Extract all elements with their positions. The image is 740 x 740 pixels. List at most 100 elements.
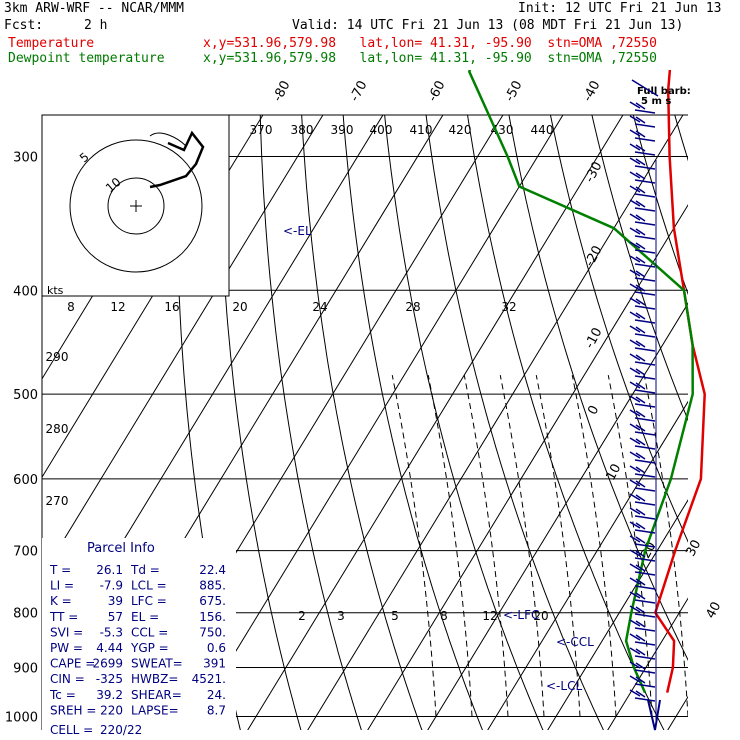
isotherm-line — [367, 204, 688, 730]
wind-barb-unit: 5 m s — [641, 96, 671, 107]
hodo-tick-label: 20 — [232, 300, 247, 314]
pressure-label: 700 — [13, 545, 38, 560]
wind-barb — [629, 563, 656, 576]
hodo-tick-label: 16 — [164, 300, 179, 314]
parcel-row-label: Td = — [130, 563, 160, 577]
pressure-label: 600 — [13, 473, 38, 488]
parcel-info: Parcel Info T = 26.1 Td = 22.4 LI = -7.9 LCL = 8… — [42, 538, 236, 737]
parcel-row-label: TT = — [49, 610, 78, 624]
theta-label: 400 — [370, 123, 393, 137]
wind-barb — [629, 325, 656, 338]
isotherm-label: -30 — [582, 159, 605, 185]
parcel-row-value: 156. — [199, 610, 226, 624]
hodo-tick-label: 28 — [405, 300, 420, 314]
wind-barb — [629, 647, 656, 660]
parcel-row-value: 4521. — [192, 672, 226, 686]
wind-barb — [629, 675, 656, 688]
wind-barb — [629, 507, 656, 520]
wind-barb — [629, 213, 656, 226]
temperature-line — [654, 70, 706, 693]
isotherm-line — [427, 302, 688, 730]
theta-label: 270 — [46, 494, 69, 508]
lcl-annotation: <-LCL — [546, 679, 582, 693]
parcel-row-value: 39 — [108, 594, 123, 608]
isotherm-line — [487, 400, 688, 730]
wind-barb — [629, 423, 656, 436]
parcel-row-label: CCL = — [131, 625, 168, 639]
fcst-label: Fcst: — [4, 18, 44, 33]
parcel-row-value: 39.2 — [96, 688, 123, 702]
mixing-ratio-label: 8 — [440, 609, 448, 623]
isotherm-line — [42, 115, 264, 479]
moist-adiabats — [391, 375, 688, 717]
wind-barb — [629, 101, 656, 114]
mixing-ratio-label: 2 — [298, 609, 306, 623]
mixing-ratio-label: 20 — [533, 609, 548, 623]
moist-adiabat-line — [499, 375, 545, 717]
wind-barb — [629, 479, 656, 492]
parcel-row-label: CAPE = — [50, 657, 95, 671]
parcel-row-label: SHEAR= — [131, 688, 182, 702]
wind-barb — [629, 129, 656, 142]
hodograph-arc — [149, 132, 187, 147]
pressure-label: 400 — [13, 284, 38, 299]
dry-adiabat-line — [716, 70, 740, 739]
wind-barb — [629, 297, 656, 310]
wind-barb-surface — [647, 699, 661, 731]
dry-adiabat-line — [342, 115, 483, 730]
isotherm-line — [722, 70, 740, 739]
theta-label: 410 — [410, 123, 433, 137]
parcel-row-value: 4.44 — [96, 641, 123, 655]
wind-barb — [629, 395, 656, 408]
init-time: Init: 12 UTC Fri 21 Jun 13 — [518, 1, 722, 16]
isotherm-label: -60 — [425, 78, 448, 104]
dewpoint-location: x,y=531.96,579.98 lat,lon= 41.31, -95.90… — [203, 51, 657, 66]
fcst-value: 2 h — [84, 18, 108, 33]
dry-adiabat-line — [218, 115, 302, 730]
parcel-row-value: 750. — [199, 625, 226, 639]
wind-barb — [629, 451, 656, 464]
isotherm-label: -70 — [347, 78, 370, 104]
dry-adiabat-line — [508, 115, 688, 661]
parcel-row-value: 8.7 — [207, 703, 226, 717]
parcel-row-label: LAPSE= — [131, 703, 179, 717]
dewpoint-line — [468, 70, 694, 694]
theta-label: 290 — [46, 350, 69, 364]
parcel-row-value: 220 — [100, 703, 123, 717]
parcel-row-label: LCL = — [131, 579, 167, 593]
moist-adiabat-line — [535, 375, 581, 717]
parcel-row-value: 26.1 — [96, 563, 123, 577]
wind-barb — [629, 493, 656, 506]
isotherm-label: 40 — [703, 600, 724, 622]
lfc-annotation: <-LFC — [503, 608, 539, 622]
pressure-label: 900 — [13, 661, 38, 676]
mixing-ratio-label: 3 — [337, 609, 345, 623]
wind-barb — [629, 283, 656, 296]
moist-adiabat-line — [391, 375, 437, 717]
hodograph-ring-inner — [107, 177, 165, 235]
header: 3km ARW-WRF -- NCAR/MMM Init: 12 UTC Fri… — [0, 0, 740, 70]
wind-barb — [629, 115, 656, 128]
cell-value: 220/22 — [100, 723, 142, 737]
isotherm-line — [307, 115, 684, 730]
parcel-row-label: PW = — [50, 641, 83, 655]
moist-adiabat-line — [643, 375, 688, 717]
wind-barb — [629, 619, 656, 632]
wind-barb — [629, 143, 656, 156]
wind-barb — [629, 437, 656, 450]
valid-time: Valid: 14 UTC Fri 21 Jun 13 (08 MDT Fri … — [292, 18, 684, 33]
el-annotation: <-EL — [283, 224, 312, 238]
theta-label: 440 — [531, 123, 554, 137]
wind-barbs: Full barb:5 m s — [629, 79, 691, 731]
isotherm-label: -40 — [580, 78, 603, 104]
ccl-annotation: <-CCL — [556, 635, 594, 649]
parcel-row-label: Tc = — [49, 688, 76, 702]
isotherm-line — [127, 115, 504, 730]
parcel-row-value: 0.6 — [207, 641, 226, 655]
parcel-row-value: 24. — [207, 688, 226, 702]
theta-label: 280 — [46, 422, 69, 436]
wind-barb — [629, 577, 656, 590]
wind-barb — [629, 381, 656, 394]
wind-barb-sample — [631, 79, 659, 97]
moist-adiabat-line — [463, 375, 509, 717]
